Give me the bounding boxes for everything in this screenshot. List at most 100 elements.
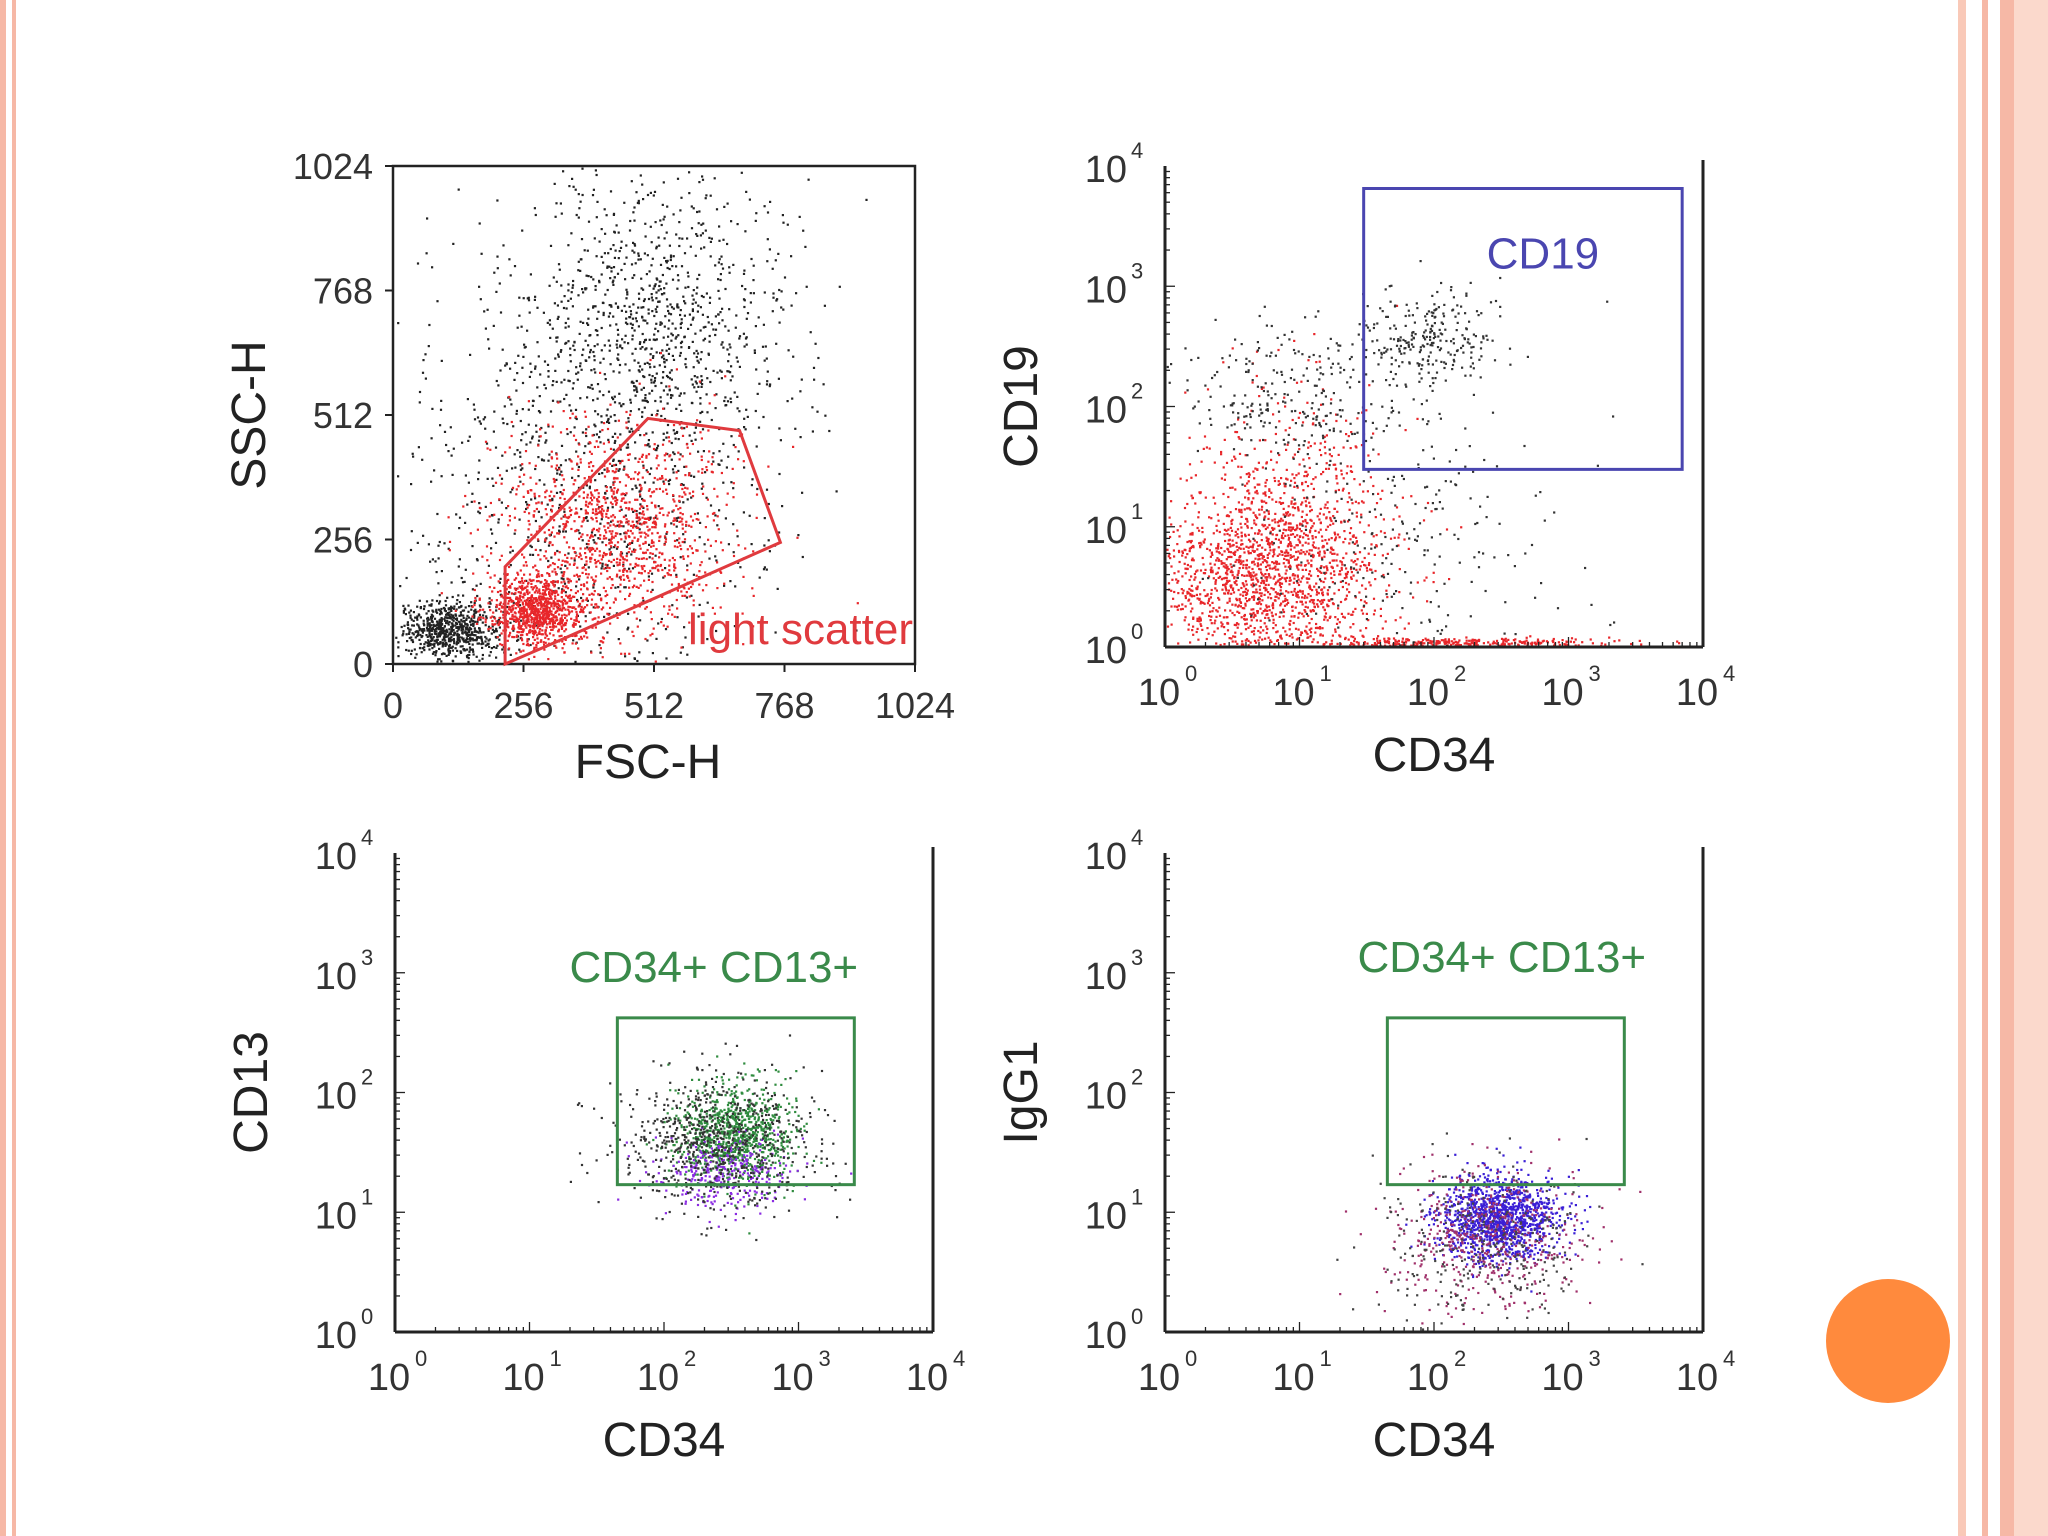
data-point — [751, 587, 754, 590]
data-point — [678, 495, 681, 498]
data-point — [1166, 625, 1170, 628]
data-point — [466, 626, 469, 629]
data-point — [1301, 612, 1304, 615]
data-point — [1252, 582, 1255, 585]
data-point — [658, 477, 662, 480]
data-point — [492, 484, 495, 487]
data-point — [1239, 560, 1242, 563]
data-point — [680, 646, 683, 649]
data-point — [571, 467, 574, 470]
data-point — [506, 422, 509, 426]
data-point — [640, 531, 643, 534]
data-point — [684, 486, 687, 489]
data-point — [714, 333, 717, 337]
data-point — [642, 557, 645, 560]
data-point — [509, 274, 512, 277]
data-point — [727, 370, 730, 373]
data-point — [623, 568, 626, 571]
data-point — [688, 472, 691, 475]
data-point — [517, 626, 520, 629]
data-point — [649, 495, 652, 498]
data-point — [484, 624, 487, 627]
data-point — [659, 352, 662, 355]
data-point — [419, 607, 422, 610]
data-point — [607, 559, 611, 562]
data-point — [508, 565, 511, 569]
data-point — [1230, 637, 1233, 640]
data-point — [593, 541, 596, 544]
data-point — [612, 266, 616, 269]
data-point — [517, 602, 520, 605]
data-point — [703, 543, 706, 546]
data-point — [591, 529, 594, 532]
data-point — [410, 618, 413, 621]
data-point — [688, 434, 691, 437]
data-point — [638, 557, 641, 560]
data-point — [748, 198, 751, 201]
data-point — [564, 616, 567, 619]
data-point — [699, 521, 702, 524]
data-point — [1352, 534, 1355, 537]
data-point — [638, 531, 641, 534]
data-point — [1256, 611, 1259, 615]
data-point — [646, 361, 649, 364]
data-point — [1237, 536, 1240, 539]
data-point — [585, 542, 588, 546]
data-point — [611, 495, 614, 498]
data-point — [569, 354, 572, 357]
data-point — [1370, 568, 1373, 571]
data-point — [636, 390, 639, 393]
data-point — [1259, 603, 1263, 606]
data-point — [489, 651, 492, 654]
data-point — [573, 551, 576, 554]
data-point — [616, 546, 619, 549]
data-point — [593, 496, 596, 499]
data-point — [577, 455, 580, 458]
data-point — [677, 516, 680, 519]
data-point — [638, 382, 641, 385]
data-point — [489, 501, 492, 505]
data-point — [588, 441, 591, 444]
data-point — [604, 501, 607, 504]
data-point — [587, 323, 590, 326]
data-point — [629, 310, 632, 313]
data-point — [728, 308, 731, 311]
data-point — [596, 512, 599, 516]
data-point — [534, 367, 537, 370]
data-point — [1362, 501, 1365, 504]
data-point — [713, 612, 716, 615]
data-point — [752, 279, 755, 282]
data-point — [608, 421, 611, 424]
data-point — [448, 645, 451, 648]
data-point — [660, 356, 664, 359]
data-point — [1360, 500, 1364, 503]
data-point — [699, 564, 702, 567]
data-point — [473, 588, 476, 592]
data-point — [596, 605, 599, 608]
data-point — [517, 638, 520, 641]
data-point — [677, 438, 680, 441]
data-point — [580, 596, 583, 600]
data-point — [538, 525, 541, 528]
data-point — [481, 653, 484, 657]
data-point — [522, 483, 525, 486]
data-point — [1170, 623, 1173, 626]
data-point — [447, 450, 450, 453]
data-point — [1251, 545, 1254, 548]
data-point — [606, 470, 609, 473]
data-point — [607, 390, 611, 393]
data-point — [512, 600, 515, 603]
data-point — [582, 517, 585, 520]
data-point — [585, 572, 588, 576]
data-point — [493, 617, 497, 620]
data-point — [530, 370, 533, 374]
data-point — [653, 443, 656, 446]
data-point — [649, 366, 652, 369]
data-point — [526, 329, 529, 332]
data-point — [593, 558, 597, 562]
data-point — [501, 648, 504, 651]
data-point — [763, 566, 766, 569]
data-point — [627, 420, 630, 423]
data-point — [638, 342, 641, 345]
data-point — [473, 500, 476, 503]
